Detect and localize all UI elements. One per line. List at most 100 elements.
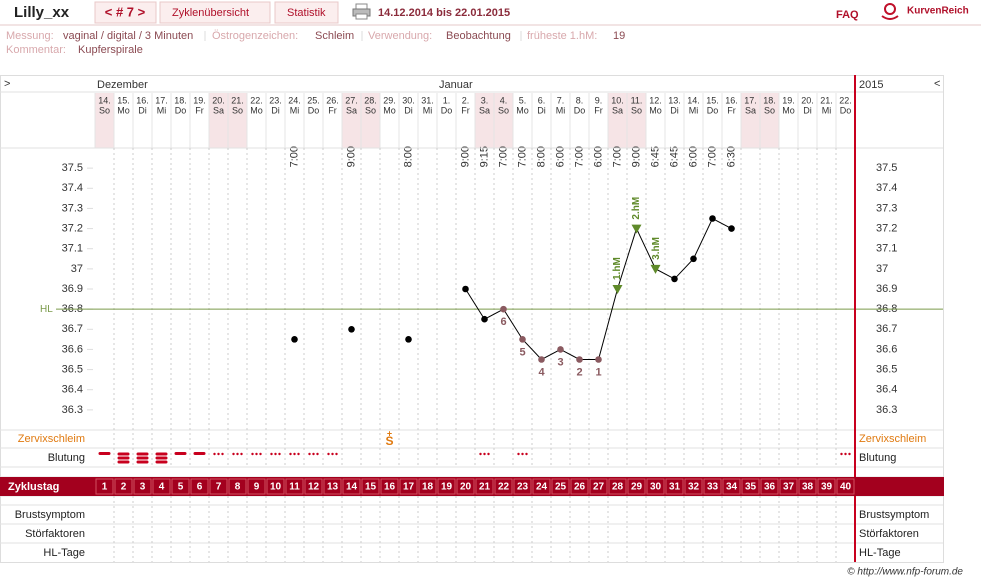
- cycle-cell: [494, 478, 513, 495]
- cycle-cell: [665, 478, 684, 495]
- bleed-dash: [193, 452, 206, 455]
- low-label: 6: [500, 316, 506, 328]
- bleed-dot: [335, 452, 338, 456]
- low-label: 2: [576, 366, 582, 378]
- nav-left[interactable]: >: [4, 78, 10, 90]
- cycle-cell: [323, 478, 342, 495]
- nav-right[interactable]: <: [934, 78, 940, 90]
- weekday: Mi: [157, 105, 167, 115]
- y-tick-label: 37.2: [876, 222, 897, 234]
- weekday: Fr: [195, 105, 204, 115]
- bleed-dot: [312, 452, 315, 456]
- temperature-point: [291, 336, 298, 343]
- cycle-day: 26: [574, 482, 586, 493]
- cycle-cell: [779, 478, 798, 495]
- bleed-dot: [293, 452, 296, 456]
- weekday: Do: [308, 105, 320, 115]
- high-label: 2.hM: [631, 197, 642, 220]
- cycle-cell: [456, 478, 475, 495]
- date: 20.: [212, 95, 225, 105]
- cycle-cell: [133, 478, 152, 495]
- tab-label[interactable]: Statistik: [287, 7, 326, 19]
- weekday: Do: [574, 105, 586, 115]
- bleed-dot: [274, 452, 277, 456]
- cycle-day: 23: [517, 482, 529, 493]
- bleed-dash: [136, 460, 149, 464]
- bleed-dot: [848, 452, 851, 456]
- time: 7:00: [288, 146, 300, 167]
- bleed-dot: [259, 452, 262, 456]
- low-point: [500, 305, 507, 313]
- temperature-point: [690, 255, 697, 263]
- weekend-shade: [95, 93, 114, 148]
- weekday: Mi: [822, 105, 832, 115]
- weekday: So: [498, 105, 509, 115]
- bleed-dot: [840, 452, 843, 456]
- weekday: Di: [404, 105, 413, 115]
- cycle-nav[interactable]: < # 7 >: [105, 4, 146, 19]
- y-tick-label: 37.5: [62, 162, 83, 174]
- y-tick-label: 37.4: [62, 182, 83, 194]
- cycle-cell: [304, 478, 323, 495]
- weekday: Mo: [516, 105, 529, 115]
- bleed-dot: [278, 452, 281, 456]
- tab-label[interactable]: Zyklenübersicht: [172, 7, 249, 19]
- y-tick-label: 36.7: [876, 323, 897, 335]
- date: 15.: [117, 95, 130, 105]
- weekday: Mi: [423, 105, 433, 115]
- cycle-day: 29: [631, 482, 643, 493]
- cycle-cell: [171, 478, 190, 495]
- user-name: Lilly_xx: [14, 4, 70, 21]
- weekday: Di: [537, 105, 546, 115]
- time: 9:00: [630, 146, 642, 167]
- cycle-day: 27: [593, 482, 605, 493]
- time: 6:00: [592, 146, 604, 167]
- row-label: HL-Tage: [859, 547, 901, 559]
- y-tick-label: 37.3: [876, 202, 897, 214]
- temperature-point: [728, 225, 735, 232]
- low-label: 3: [557, 356, 563, 368]
- date: 17.: [155, 95, 168, 105]
- bleed-dot: [331, 452, 334, 456]
- y-tick-label: 36.6: [62, 343, 83, 355]
- cycle-cell: [152, 478, 171, 495]
- cycle-day: 9: [254, 482, 260, 493]
- cycle-day: 28: [612, 482, 624, 493]
- y-tick-label: 36.7: [62, 323, 83, 335]
- faq-link[interactable]: FAQ: [836, 9, 859, 21]
- tab[interactable]: [274, 1, 339, 24]
- weekday: Mo: [383, 105, 396, 115]
- cycle-cell: [266, 478, 285, 495]
- weekday: Do: [441, 105, 453, 115]
- info-value: Beobachtung: [446, 30, 511, 42]
- y-tick-label: 36.5: [876, 363, 897, 375]
- time: 9:15: [478, 146, 490, 167]
- bleed-dot: [232, 452, 235, 456]
- year: 2015: [859, 79, 883, 91]
- weekday: Fr: [594, 105, 603, 115]
- tab[interactable]: [159, 1, 271, 24]
- date: 29.: [383, 95, 396, 105]
- date: 25.: [307, 95, 320, 105]
- bleed-dot: [517, 452, 520, 456]
- date: 11.: [631, 95, 643, 105]
- print-icon[interactable]: [352, 3, 371, 20]
- row-label: Blutung: [859, 452, 896, 464]
- period: 14.12.2014 bis 22.01.2015: [378, 7, 510, 19]
- cycle-day: 22: [498, 482, 510, 493]
- bleeding-mark: [174, 452, 187, 455]
- date: 9.: [595, 95, 603, 105]
- bleeding-mark: [213, 452, 224, 456]
- y-tick-label: 37.4: [876, 182, 897, 194]
- bleeding-mark: [479, 452, 490, 456]
- bleed-dot: [525, 452, 528, 456]
- tab[interactable]: [94, 1, 157, 24]
- time: 9:00: [345, 146, 357, 167]
- weekend-shade: [494, 93, 513, 148]
- weekday: Mi: [290, 105, 300, 115]
- weekday: Sa: [346, 105, 357, 115]
- y-tick-label: 36.3: [876, 404, 897, 416]
- bleed-dot: [487, 452, 490, 456]
- bleed-dash: [174, 452, 187, 455]
- row-label: Zervixschleim: [859, 433, 926, 445]
